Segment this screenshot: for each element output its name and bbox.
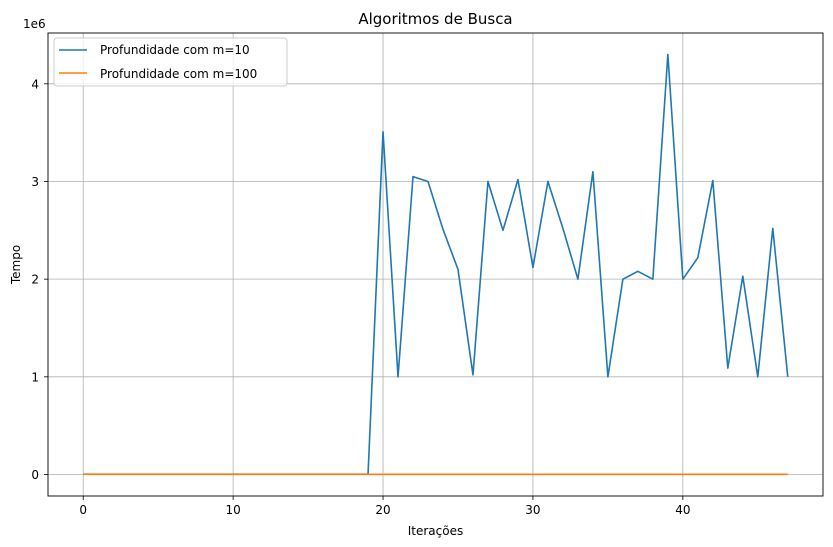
- series-layer: [83, 53, 789, 476]
- legend: Profundidade com m=10 Profundidade com m…: [53, 37, 288, 87]
- plot-frame: [47, 32, 824, 497]
- legend-label-m100: Profundidade com m=100: [100, 67, 257, 81]
- x-tick-label: 30: [525, 503, 540, 517]
- grid: [48, 33, 823, 496]
- legend-label-m10: Profundidade com m=10: [100, 43, 250, 57]
- x-tick-label: 20: [375, 503, 390, 517]
- y-tick-label: 1: [31, 370, 39, 384]
- y-axis-label: Tempo: [9, 245, 23, 285]
- x-tick-label: 40: [675, 503, 690, 517]
- y-tick-label: 0: [31, 468, 39, 482]
- y-tick-label: 2: [31, 273, 39, 287]
- series-line-m10: [83, 53, 789, 476]
- chart-title: Algoritmos de Busca: [358, 10, 512, 28]
- x-tick-label: 0: [79, 503, 87, 517]
- y-offset-text: 1e6: [23, 17, 46, 31]
- legend-box: [53, 37, 288, 87]
- y-tick-label: 4: [31, 77, 39, 91]
- y-tick-label: 3: [31, 175, 39, 189]
- x-tick-label: 10: [225, 503, 240, 517]
- axis-ticks: 0 10 20 30 40 0 1 2 3 4: [31, 77, 690, 517]
- x-axis-label: Iterações: [408, 524, 464, 538]
